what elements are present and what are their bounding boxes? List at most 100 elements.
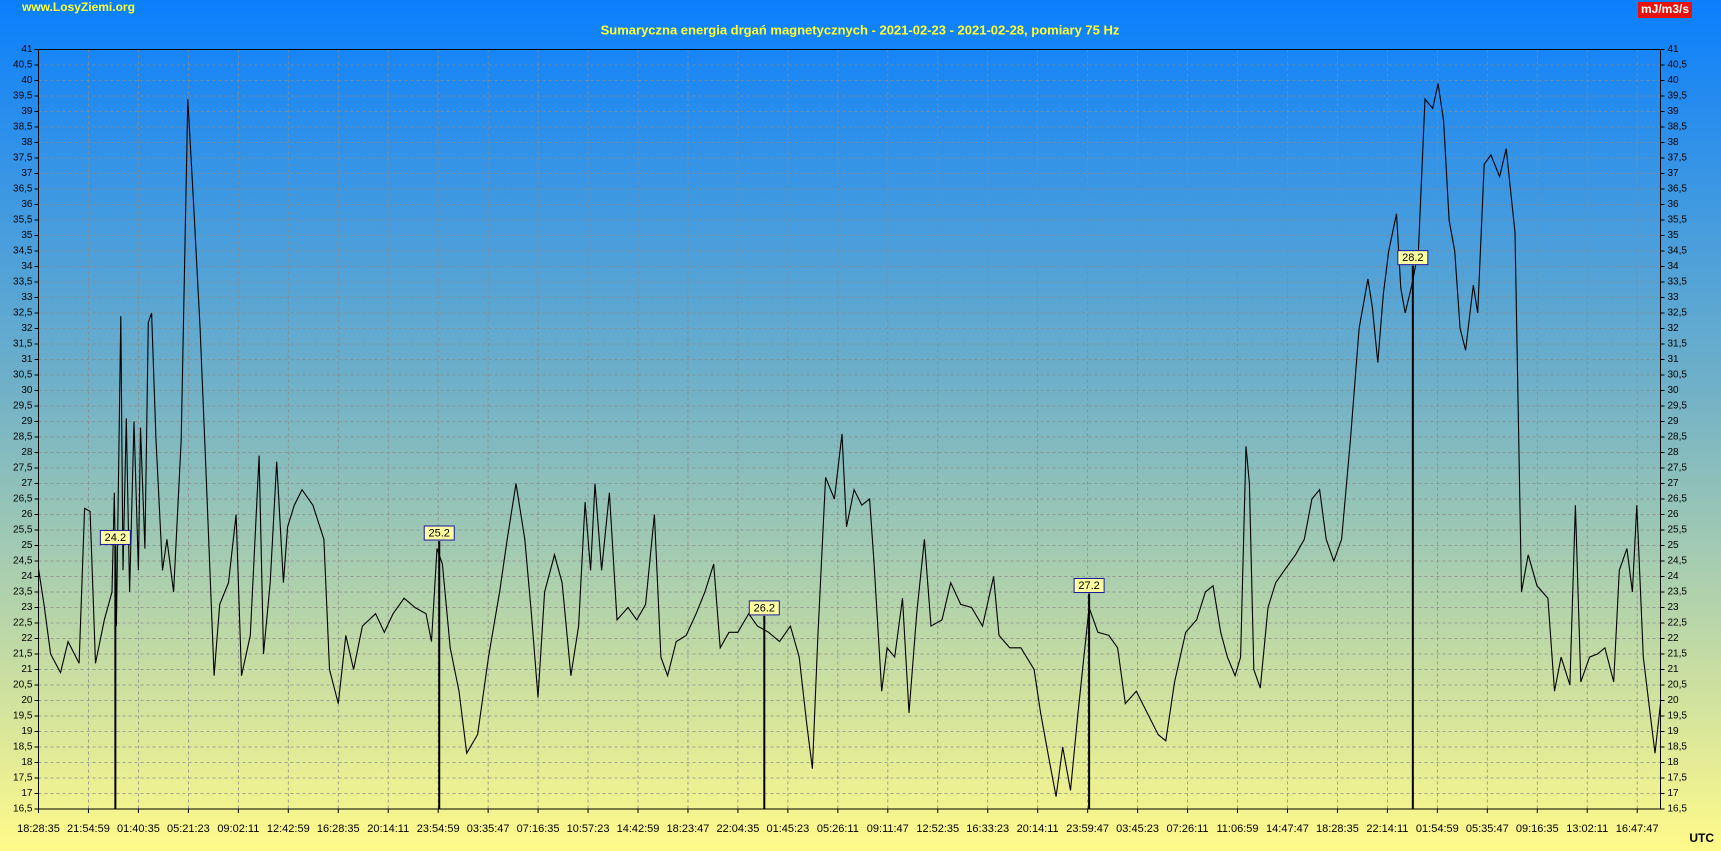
y-tick-label: 36 (21, 199, 33, 210)
x-tick-label: 05:21:23 (167, 823, 210, 835)
x-tick-label: 03:45:23 (1116, 823, 1159, 835)
y-tick-label-right: 40,5 (1668, 60, 1688, 71)
y-tick-label-right: 31 (1668, 354, 1680, 365)
y-tick-label: 22,5 (13, 618, 33, 629)
x-tick-label: 07:26:11 (1167, 823, 1209, 835)
y-tick-label: 33 (21, 292, 33, 303)
y-tick-label: 21 (21, 664, 33, 675)
x-tick-label: 14:42:59 (617, 823, 660, 835)
y-tick-label: 37,5 (13, 153, 33, 164)
y-tick-label: 35 (21, 230, 33, 241)
y-tick-label-right: 41 (1668, 44, 1680, 55)
day-marker-label: 26.2 (754, 602, 775, 614)
day-marker-label: 25.2 (429, 527, 450, 539)
y-tick-label-right: 18,5 (1668, 742, 1688, 753)
y-tick-label-right: 39,5 (1668, 91, 1688, 102)
y-tick-label: 32 (21, 323, 33, 334)
y-tick-label: 29,5 (13, 401, 33, 412)
x-tick-label: 18:23:47 (667, 823, 710, 835)
day-marker-label: 24.2 (105, 532, 126, 544)
y-tick-label: 33,5 (13, 277, 33, 288)
y-tick-label: 30,5 (13, 370, 33, 381)
y-tick-label: 40,5 (13, 60, 33, 71)
day-marker-box (1397, 250, 1429, 266)
x-tick-label: 23:54:59 (417, 823, 460, 835)
y-tick-label-right: 24 (1668, 571, 1680, 582)
y-tick-label-right: 21 (1668, 664, 1680, 675)
x-tick-label: 21:54:59 (67, 823, 110, 835)
y-tick-label: 35,5 (13, 215, 33, 226)
y-tick-label: 22 (21, 633, 33, 644)
y-tick-label: 40 (21, 75, 33, 86)
x-tick-label: 12:42:59 (267, 823, 310, 835)
y-tick-label-right: 40 (1668, 75, 1680, 86)
y-tick-label: 17,5 (13, 773, 33, 784)
x-tick-label: 13:02:11 (1566, 823, 1608, 835)
x-tick-label: 18:28:35 (17, 823, 60, 835)
day-marker-label: 27.2 (1078, 580, 1099, 592)
y-tick-label-right: 32 (1668, 323, 1680, 334)
y-tick-label-right: 19,5 (1668, 711, 1688, 722)
y-tick-label: 28 (21, 447, 33, 458)
x-tick-label: 22:04:35 (717, 823, 760, 835)
y-tick-label-right: 19 (1668, 726, 1680, 737)
y-tick-label: 23,5 (13, 587, 33, 598)
y-tick-label: 38,5 (13, 122, 33, 133)
y-tick-label-right: 36 (1668, 199, 1680, 210)
y-tick-label-right: 33 (1668, 292, 1680, 303)
x-tick-label: 11:06:59 (1217, 823, 1259, 835)
y-tick-label: 24 (21, 571, 33, 582)
y-tick-label: 19 (21, 726, 33, 737)
y-tick-label: 34,5 (13, 246, 33, 257)
y-tick-label-right: 18 (1668, 757, 1680, 768)
y-tick-label: 18,5 (13, 742, 33, 753)
y-tick-label-right: 37 (1668, 168, 1680, 179)
y-tick-label: 31 (21, 354, 33, 365)
x-tick-label: 03:35:47 (467, 823, 510, 835)
y-tick-label: 27 (21, 478, 33, 489)
x-tick-label: 20:14:11 (1017, 823, 1059, 835)
y-tick-label-right: 25 (1668, 540, 1680, 551)
y-tick-label-right: 33,5 (1668, 277, 1688, 288)
x-tick-label: 07:16:35 (517, 823, 560, 835)
y-tick-label: 30 (21, 385, 33, 396)
x-tick-label: 22:14:11 (1366, 823, 1408, 835)
y-tick-label-right: 34,5 (1668, 246, 1688, 257)
y-tick-label-right: 27 (1668, 478, 1680, 489)
y-tick-label-right: 29 (1668, 416, 1680, 427)
y-tick-label-right: 20 (1668, 695, 1680, 706)
y-tick-label-right: 35 (1668, 230, 1680, 241)
y-axis-unit: mJ/m3/s (1641, 2, 1689, 16)
y-tick-label-right: 16,5 (1668, 804, 1688, 815)
y-tick-label-right: 23 (1668, 602, 1680, 613)
y-tick-label: 16,5 (13, 804, 33, 815)
day-marker-label: 28.2 (1402, 252, 1423, 264)
x-tick-label: 12:52:35 (916, 823, 959, 835)
y-tick-label: 37 (21, 168, 33, 179)
y-tick-label-right: 35,5 (1668, 215, 1688, 226)
x-tick-label: 01:54:59 (1416, 823, 1459, 835)
y-tick-label-right: 20,5 (1668, 680, 1688, 691)
y-tick-label: 41 (21, 44, 33, 55)
x-tick-label: 16:28:35 (317, 823, 360, 835)
x-tick-label: 18:28:35 (1316, 823, 1359, 835)
x-tick-label: 09:02:11 (217, 823, 259, 835)
y-tick-label: 17 (21, 788, 33, 799)
y-tick-label: 36,5 (13, 184, 33, 195)
x-tick-label: 14:47:47 (1266, 823, 1309, 835)
y-tick-label-right: 26 (1668, 509, 1680, 520)
x-tick-label: 10:57:23 (567, 823, 610, 835)
x-tick-label: 09:11:47 (867, 823, 909, 835)
plot-layer: 16,5 16,5 17 17 17,5 17,5 18 18 18,5 18,5 19 19 19,5… (13, 44, 1687, 835)
day-marker-box (748, 600, 780, 616)
x-axis-label: UTC (1689, 831, 1714, 845)
y-tick-label-right: 22 (1668, 633, 1680, 644)
y-tick-label-right: 38 (1668, 137, 1680, 148)
day-marker-box (99, 529, 131, 545)
source-label: www.LosyZiemi.org (21, 0, 135, 14)
y-tick-label: 21,5 (13, 649, 33, 660)
plot-frame (38, 49, 1661, 810)
day-marker-box (1073, 578, 1105, 593)
y-tick-label-right: 28 (1668, 447, 1680, 458)
